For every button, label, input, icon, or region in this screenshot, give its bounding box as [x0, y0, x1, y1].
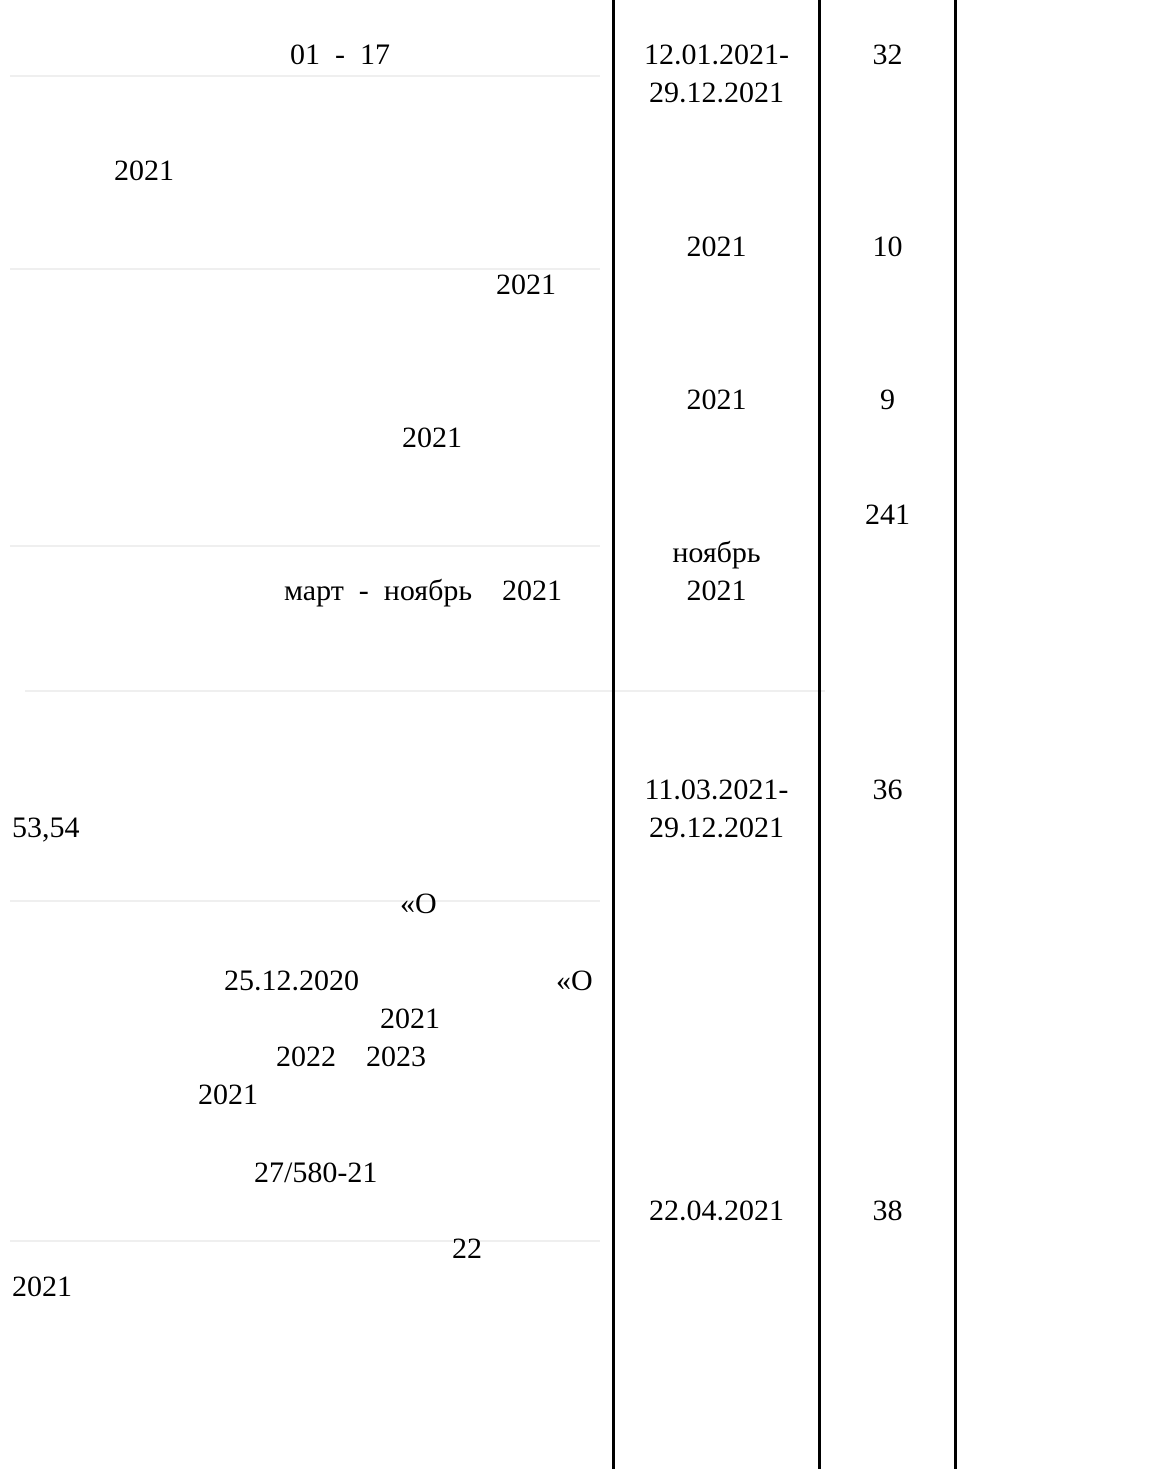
row-5-desc-fragment: «О	[400, 887, 437, 920]
row-1-desc-fragment: 01 - 17	[290, 38, 390, 71]
row-5-count: 36	[872, 773, 903, 806]
row-2-desc-fragment: 2021	[496, 268, 556, 301]
row-5-period-line: 11.03.2021-	[644, 773, 789, 806]
row-4-period-line: ноябрь	[672, 536, 761, 569]
row-5-period-line: 29.12.2021	[649, 811, 784, 844]
scan-artifact-line	[10, 900, 600, 902]
row-3-period-line: 2021	[686, 383, 747, 416]
row-5-desc-fragment: 2022 2023	[276, 1040, 426, 1073]
row-6-desc-fragment: 22	[452, 1232, 482, 1265]
row-1-count: 32	[872, 38, 903, 71]
row-2-period-line: 2021	[686, 230, 747, 263]
row-5-desc-fragment: «О	[556, 964, 593, 997]
row-6-count: 38	[872, 1194, 903, 1227]
row-5-desc-fragment: 53,54	[12, 811, 80, 844]
row-3-count: 9	[880, 383, 895, 416]
row-4-period-line: 2021	[686, 574, 747, 607]
row-1-period-line: 12.01.2021-	[644, 38, 789, 71]
scan-artifact-line	[25, 690, 825, 692]
scan-artifact-line	[10, 75, 600, 77]
row-1-desc-fragment: 2021	[114, 154, 174, 187]
row-5-desc-fragment: 2021	[198, 1078, 258, 1111]
column-border-1	[612, 0, 615, 1469]
column-border-2	[818, 0, 821, 1469]
row-6-desc-fragment: 2021	[12, 1270, 72, 1303]
row-4-count: 241	[865, 498, 910, 531]
scan-artifact-line	[10, 1240, 600, 1242]
column-border-3	[954, 0, 957, 1469]
row-5-desc-fragment: 2021	[380, 1002, 440, 1035]
row-1-period-line: 29.12.2021	[649, 76, 784, 109]
row-5-desc-fragment: 25.12.2020	[224, 964, 359, 997]
scan-artifact-line	[10, 545, 600, 547]
row-6-period-line: 22.04.2021	[649, 1194, 784, 1227]
row-4-desc-fragment: март - ноябрь 2021	[284, 574, 563, 607]
row-2-count: 10	[872, 230, 903, 263]
row-6-desc-fragment: 27/580-21	[254, 1156, 378, 1189]
row-3-desc-fragment: 2021	[402, 421, 462, 454]
scan-artifact-line	[10, 268, 600, 270]
